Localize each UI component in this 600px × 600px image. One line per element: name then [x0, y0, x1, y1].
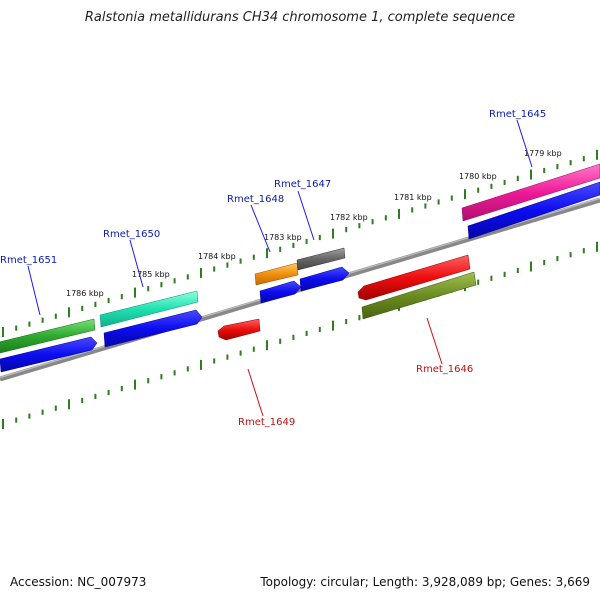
kbp-label: 1785 kbp	[132, 270, 170, 279]
kbp-label: 1786 kbp	[66, 289, 104, 298]
scale-labels: 1786 kbp 1785 kbp 1784 kbp 1783 kbp 1782…	[66, 149, 562, 298]
accession-text: Accession: NC_007973	[10, 575, 147, 589]
chromosome-backbone	[0, 197, 600, 382]
cds-bar[interactable]	[0, 336, 98, 373]
gene-label[interactable]: Rmet_1646	[416, 364, 473, 375]
upper-scale-ticks	[2, 149, 598, 337]
gene-rmet-1647[interactable]	[296, 247, 346, 271]
cds-bar[interactable]	[103, 309, 203, 348]
forward-strand-genes	[0, 163, 600, 354]
kbp-label: 1784 kbp	[198, 252, 236, 261]
label-leaders	[27, 119, 533, 316]
kbp-label: 1779 kbp	[524, 149, 562, 158]
cds-bar[interactable]	[259, 280, 302, 304]
gene-rmet-1646-cds[interactable]	[357, 254, 471, 301]
gene-rmet-1648[interactable]	[254, 262, 299, 286]
kbp-label: 1780 kbp	[459, 172, 497, 181]
gene-label[interactable]: Rmet_1650	[103, 229, 160, 240]
gene-rmet-1649[interactable]	[217, 318, 261, 341]
gene-label[interactable]: Rmet_1645	[489, 109, 546, 120]
gene-label[interactable]: Rmet_1648	[227, 194, 284, 205]
gene-rmet-1651[interactable]	[0, 318, 96, 354]
cds-bar[interactable]	[467, 181, 600, 240]
reverse-strand-genes	[217, 254, 477, 341]
kbp-label: 1781 kbp	[394, 193, 432, 202]
cds-features	[0, 181, 600, 373]
map-title: Ralstonia metallidurans CH34 chromosome …	[84, 10, 516, 25]
cds-bar[interactable]	[299, 266, 350, 292]
gene-label[interactable]: Rmet_1649	[238, 417, 295, 428]
gene-rmet-1646[interactable]	[361, 271, 477, 320]
lower-scale-ticks	[2, 241, 598, 429]
gene-label[interactable]: Rmet_1651	[0, 255, 57, 266]
kbp-label: 1782 kbp	[330, 213, 368, 222]
kbp-label: 1783 kbp	[264, 233, 302, 242]
gene-rmet-1645[interactable]	[461, 163, 600, 222]
gene-label[interactable]: Rmet_1647	[274, 179, 331, 190]
gene-rmet-1650[interactable]	[99, 290, 199, 328]
summary-text: Topology: circular; Length: 3,928,089 bp…	[260, 575, 590, 589]
gene-labels: Rmet_1651 Rmet_1650 Rmet_1648 Rmet_1647 …	[0, 109, 546, 428]
label-leaders-red	[247, 317, 443, 417]
